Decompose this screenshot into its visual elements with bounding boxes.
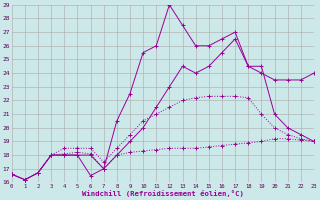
X-axis label: Windchill (Refroidissement éolien,°C): Windchill (Refroidissement éolien,°C) xyxy=(82,190,244,197)
